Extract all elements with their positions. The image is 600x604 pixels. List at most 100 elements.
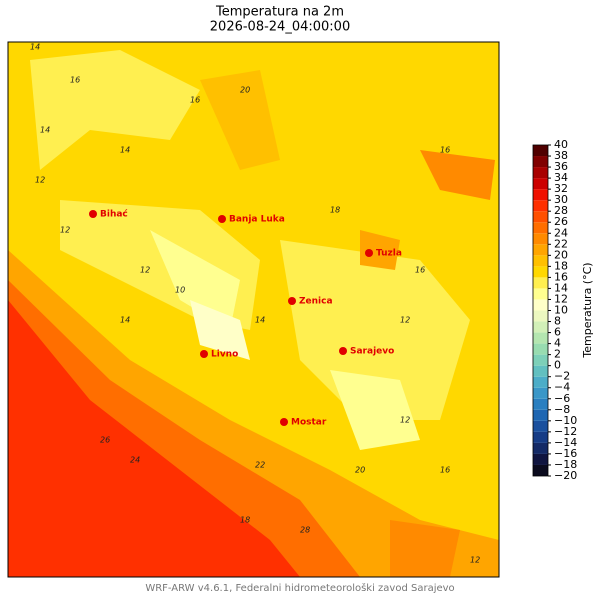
- city-name: Banja Luka: [229, 215, 285, 225]
- contour-label: 14: [120, 316, 130, 325]
- colorbar-tick-label: 4: [554, 337, 561, 350]
- colorbar-tick-label: −16: [554, 447, 577, 460]
- contour-label: 12: [35, 176, 45, 185]
- contour-label: 16: [440, 146, 450, 155]
- colorbar-swatch: [533, 409, 548, 421]
- city-name: Sarajevo: [350, 347, 394, 357]
- colorbar-tick-label: 36: [554, 160, 568, 173]
- colorbar-swatch: [533, 178, 548, 190]
- colorbar-swatch: [533, 365, 548, 377]
- city-marker: [288, 297, 296, 305]
- colorbar-swatch: [533, 464, 548, 476]
- subtitle: 2026-08-24_04:00:00: [210, 20, 350, 35]
- colorbar-tick-label: −10: [554, 414, 577, 427]
- colorbar-tick-label: 30: [554, 193, 568, 206]
- contour-label: 14: [120, 146, 130, 155]
- contour-label: 10: [175, 286, 185, 295]
- colorbar-tick-label: 12: [554, 292, 568, 305]
- colorbar-tick-label: 2: [554, 348, 561, 361]
- colorbar-swatch: [533, 266, 548, 278]
- colorbar-tick-label: 16: [554, 270, 568, 283]
- contour-label: 12: [470, 556, 480, 565]
- colorbar-tick-label: 6: [554, 326, 561, 339]
- colorbar-tick-label: 8: [554, 315, 561, 328]
- colorbar-swatch: [533, 233, 548, 245]
- contour-label: 20: [240, 86, 250, 95]
- city-marker: [280, 418, 288, 426]
- colorbar-swatch: [533, 343, 548, 355]
- colorbar-swatch: [533, 222, 548, 234]
- contour-label: 12: [400, 316, 410, 325]
- contour-label: 26: [100, 436, 110, 445]
- city-name: Tuzla: [376, 249, 402, 259]
- contour-label: 24: [130, 456, 140, 465]
- colorbar-swatch: [533, 310, 548, 322]
- colorbar-label: Temperatura (°C): [581, 262, 594, 358]
- colorbar-swatch: [533, 145, 548, 157]
- contour-label: 22: [255, 461, 265, 470]
- colorbar-tick-label: 10: [554, 304, 568, 317]
- colorbar-swatch: [533, 354, 548, 366]
- contour-label: 14: [30, 43, 40, 52]
- colorbar-tick-label: −4: [554, 381, 570, 394]
- colorbar-swatch: [533, 387, 548, 399]
- colorbar-swatch: [533, 200, 548, 212]
- contour-label: 12: [140, 266, 150, 275]
- contour-label: 18: [240, 516, 250, 525]
- colorbar-tick-label: 40: [554, 138, 568, 151]
- contour-label: 16: [190, 96, 200, 105]
- contour-label: 18: [330, 206, 340, 215]
- colorbar-swatch: [533, 255, 548, 267]
- contour-label: 14: [40, 126, 50, 135]
- colorbar-tick-label: 28: [554, 204, 568, 217]
- city-marker: [200, 350, 208, 358]
- colorbar-tick-label: −8: [554, 403, 570, 416]
- colorbar-tick-label: −2: [554, 370, 570, 383]
- temperature-field: [8, 42, 499, 577]
- colorbar-tick-label: 18: [554, 259, 568, 272]
- colorbar-swatch: [533, 299, 548, 311]
- colorbar-swatch: [533, 431, 548, 443]
- contour-label: 14: [255, 316, 265, 325]
- city-marker: [218, 215, 226, 223]
- city-name: Mostar: [291, 418, 327, 428]
- contour-label: 16: [415, 266, 425, 275]
- colorbar-tick-label: −20: [554, 469, 577, 482]
- city-name: Bihać: [100, 209, 128, 220]
- contour-label: 16: [440, 466, 450, 475]
- colorbar-tick-label: 26: [554, 215, 568, 228]
- city-name: Livno: [211, 350, 238, 360]
- contour-label: 20: [355, 466, 365, 475]
- city-marker: [89, 210, 97, 218]
- colorbar-swatch: [533, 420, 548, 432]
- city-marker: [365, 249, 373, 257]
- colorbar-swatch: [533, 244, 548, 256]
- map-frame: [7, 41, 500, 578]
- colorbar-tick-label: 22: [554, 237, 568, 250]
- colorbar-tick-label: 24: [554, 226, 568, 239]
- colorbar-tick-label: 20: [554, 248, 568, 261]
- colorbar-tick-label: 0: [554, 359, 561, 372]
- colorbar-swatch: [533, 442, 548, 454]
- colorbar-tick-label: 34: [554, 171, 568, 184]
- colorbar-tick-label: −18: [554, 458, 577, 471]
- title: Temperatura na 2m: [215, 5, 344, 20]
- contour-label: 12: [60, 226, 70, 235]
- colorbar-swatch: [533, 189, 548, 201]
- colorbar-tick-label: 32: [554, 182, 568, 195]
- colorbar-swatch: [533, 332, 548, 344]
- colorbar-tick-label: −12: [554, 425, 577, 438]
- colorbar-swatch: [533, 167, 548, 179]
- city-marker: [339, 347, 347, 355]
- contour-label: 28: [300, 526, 310, 535]
- colorbar-swatch: [533, 156, 548, 168]
- colorbar-swatch: [533, 321, 548, 333]
- colorbar-swatch: [533, 453, 548, 465]
- colorbar-tick-label: −14: [554, 436, 577, 449]
- colorbar-swatch: [533, 288, 548, 300]
- city-name: Zenica: [299, 297, 333, 307]
- contour-label: 16: [70, 76, 80, 85]
- colorbar-tick-label: 38: [554, 149, 568, 162]
- colorbar-swatch: [533, 398, 548, 410]
